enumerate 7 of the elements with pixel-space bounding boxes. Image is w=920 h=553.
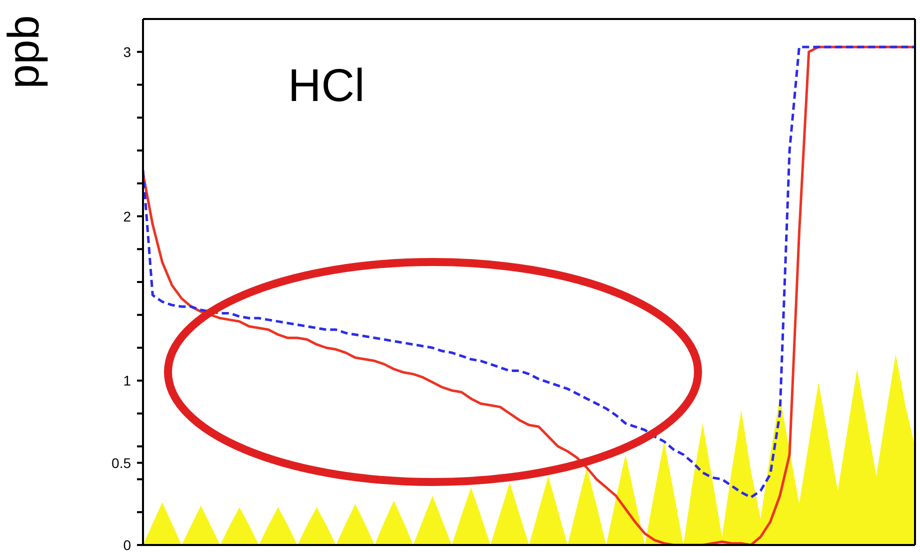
y-tick-label: 1	[123, 372, 132, 389]
y-tick-label: 0.5	[112, 454, 132, 471]
text: HCl	[288, 58, 365, 112]
y-tick-label: 3	[123, 44, 132, 60]
y-tick-label: 0	[123, 537, 132, 553]
y-axis-title: ppb	[0, 15, 49, 89]
y-tick-label: 2	[123, 208, 132, 224]
